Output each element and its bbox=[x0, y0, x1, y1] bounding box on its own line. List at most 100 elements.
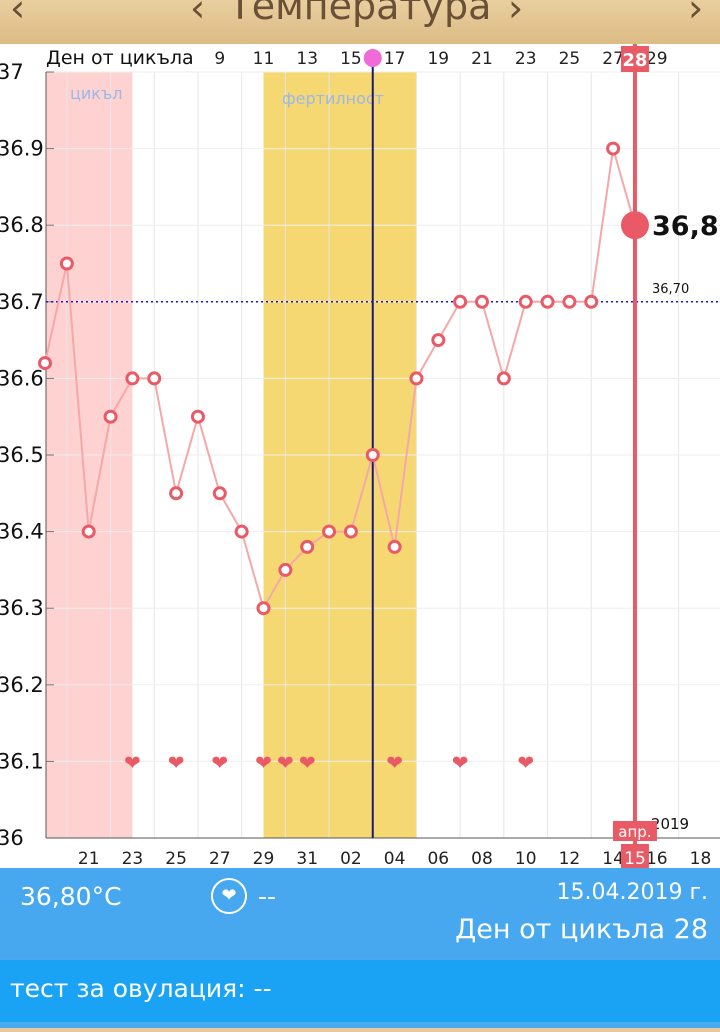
heart-marker: ❤ bbox=[124, 750, 141, 774]
chevron-right-icon[interactable]: › bbox=[508, 0, 524, 30]
cycle-day-tick: 19 bbox=[427, 49, 449, 69]
info-bar: 36,80°C ❤ -- 15.04.2019 г. Ден от цикъла… bbox=[0, 868, 720, 958]
y-tick-label: 36.1 bbox=[0, 749, 44, 773]
y-tick-label: 36.8 bbox=[0, 213, 44, 237]
heart-marker: ❤ bbox=[452, 750, 469, 774]
heart-marker: ❤ bbox=[277, 750, 294, 774]
cycle-day-tick: 9 bbox=[214, 49, 225, 69]
cycle-day-tick: 25 bbox=[559, 49, 581, 69]
date-tick: 02 bbox=[340, 849, 362, 868]
temperature-point bbox=[540, 294, 555, 309]
temperature-point bbox=[169, 486, 184, 501]
today-date-label: 15 bbox=[624, 849, 646, 868]
temperature-point bbox=[38, 356, 52, 371]
temperature-point bbox=[190, 409, 205, 424]
heart-icon[interactable]: ❤ bbox=[211, 878, 247, 914]
date-tick: 23 bbox=[122, 849, 144, 868]
date-tick: 12 bbox=[559, 849, 581, 868]
temperature-point bbox=[387, 539, 402, 554]
cycle-day-tick: 23 bbox=[515, 49, 537, 69]
temperature-point bbox=[278, 562, 293, 577]
heart-marker: ❤ bbox=[168, 750, 185, 774]
temperature-point bbox=[453, 294, 468, 309]
year-label: 2019 bbox=[651, 815, 689, 833]
temperature-point bbox=[147, 371, 162, 386]
temperature-point bbox=[322, 524, 337, 539]
period-label: цикъл bbox=[70, 84, 122, 103]
top-bar: ‹ ‹ Температура › › bbox=[0, 0, 720, 44]
date-value: 15.04.2019 г. bbox=[556, 880, 708, 905]
fertile-label: фертилност bbox=[282, 89, 384, 108]
cycle-day-tick: 27 bbox=[602, 49, 624, 69]
y-tick-label: 36.7 bbox=[0, 290, 44, 314]
cycle-day-tick: 17 bbox=[384, 49, 406, 69]
temperature-point bbox=[409, 371, 424, 386]
cycle-day-axis-title: Ден от цикъла bbox=[46, 47, 194, 69]
today-date-box bbox=[620, 844, 649, 868]
temperature-line bbox=[44, 148, 636, 611]
date-tick: 31 bbox=[296, 849, 318, 868]
temperature-point bbox=[125, 371, 140, 386]
temperature-chart[interactable]: 37 36.9 36.8 36.7 36.6 36.5 36.4 36.3 36.2 36.1 36… bbox=[0, 44, 720, 868]
heart-marker: ❤ bbox=[517, 750, 534, 774]
cycle-day-tick: 21 bbox=[471, 49, 493, 69]
temperature-point bbox=[475, 294, 489, 309]
temperature-point bbox=[212, 486, 227, 501]
date-tick: 08 bbox=[471, 849, 493, 868]
y-tick-label: 36.4 bbox=[0, 520, 44, 544]
heart-marker: ❤ bbox=[299, 750, 316, 774]
ovulation-marker bbox=[363, 49, 382, 67]
temperature-point bbox=[365, 448, 380, 462]
date-tick: 27 bbox=[209, 849, 231, 868]
temperature-point bbox=[343, 524, 358, 539]
temperature-point bbox=[234, 524, 249, 539]
y-tick-label: 36 bbox=[0, 826, 24, 850]
y-tick-label: 36.3 bbox=[0, 596, 44, 620]
bottom-panel: 36,80°C ❤ -- 15.04.2019 г. Ден от цикъла… bbox=[0, 868, 720, 1028]
y-tick-label: 36.6 bbox=[0, 366, 44, 390]
chevron-left-icon[interactable]: ‹ bbox=[190, 0, 206, 30]
heart-marker: ❤ bbox=[211, 750, 228, 774]
current-temperature-point bbox=[620, 211, 649, 240]
month-box bbox=[612, 821, 657, 841]
date-tick: 10 bbox=[515, 849, 537, 868]
temperature-point bbox=[59, 256, 74, 271]
temperature-point bbox=[431, 333, 446, 348]
chart-svg[interactable]: 37 36.9 36.8 36.7 36.6 36.5 36.4 36.3 36.2 36.1 36… bbox=[0, 44, 720, 868]
temperature-point bbox=[518, 294, 533, 309]
temperature-point bbox=[584, 294, 599, 309]
date-tick: 16 bbox=[646, 849, 668, 868]
current-day-label: 28 bbox=[622, 50, 647, 71]
page-title: Температура bbox=[228, 0, 492, 28]
date-tick: 14 bbox=[602, 849, 624, 868]
y-tick-label: 36.9 bbox=[0, 137, 44, 161]
y-tick-label: 36.2 bbox=[0, 673, 44, 697]
date-tick: 29 bbox=[253, 849, 275, 868]
heart-marker: ❤ bbox=[255, 750, 272, 774]
date-tick: 06 bbox=[427, 849, 449, 868]
cycle-day-tick: 15 bbox=[340, 49, 362, 69]
cycle-day-tick: 11 bbox=[253, 49, 275, 69]
date-tick: 04 bbox=[384, 849, 406, 868]
cycle-day-tick: 29 bbox=[646, 49, 668, 69]
ovulation-test-row[interactable]: тест за овулация: -- bbox=[0, 960, 720, 1022]
current-day-box bbox=[620, 46, 649, 72]
date-tick: 21 bbox=[78, 849, 100, 868]
chevron-right-icon[interactable]: › bbox=[688, 0, 704, 30]
date-tick: 18 bbox=[690, 849, 712, 868]
chevron-left-icon[interactable]: ‹ bbox=[10, 0, 26, 30]
temperature-point bbox=[496, 371, 511, 386]
temperature-point bbox=[300, 539, 315, 554]
temperature-point bbox=[606, 141, 621, 156]
temperature-value[interactable]: 36,80°C bbox=[20, 882, 122, 911]
intercourse-value[interactable]: -- bbox=[258, 882, 277, 911]
temperature-point bbox=[81, 524, 96, 539]
date-tick: 25 bbox=[165, 849, 187, 868]
temperature-point bbox=[562, 294, 577, 309]
cycle-day-tick: 13 bbox=[296, 49, 318, 69]
ovulation-test-label: тест за овулация: -- bbox=[10, 974, 272, 1003]
heart-marker: ❤ bbox=[386, 750, 403, 774]
y-tick-label: 36.5 bbox=[0, 443, 44, 467]
current-temperature-label: 36,80 bbox=[652, 211, 720, 242]
temperature-point bbox=[103, 409, 118, 424]
